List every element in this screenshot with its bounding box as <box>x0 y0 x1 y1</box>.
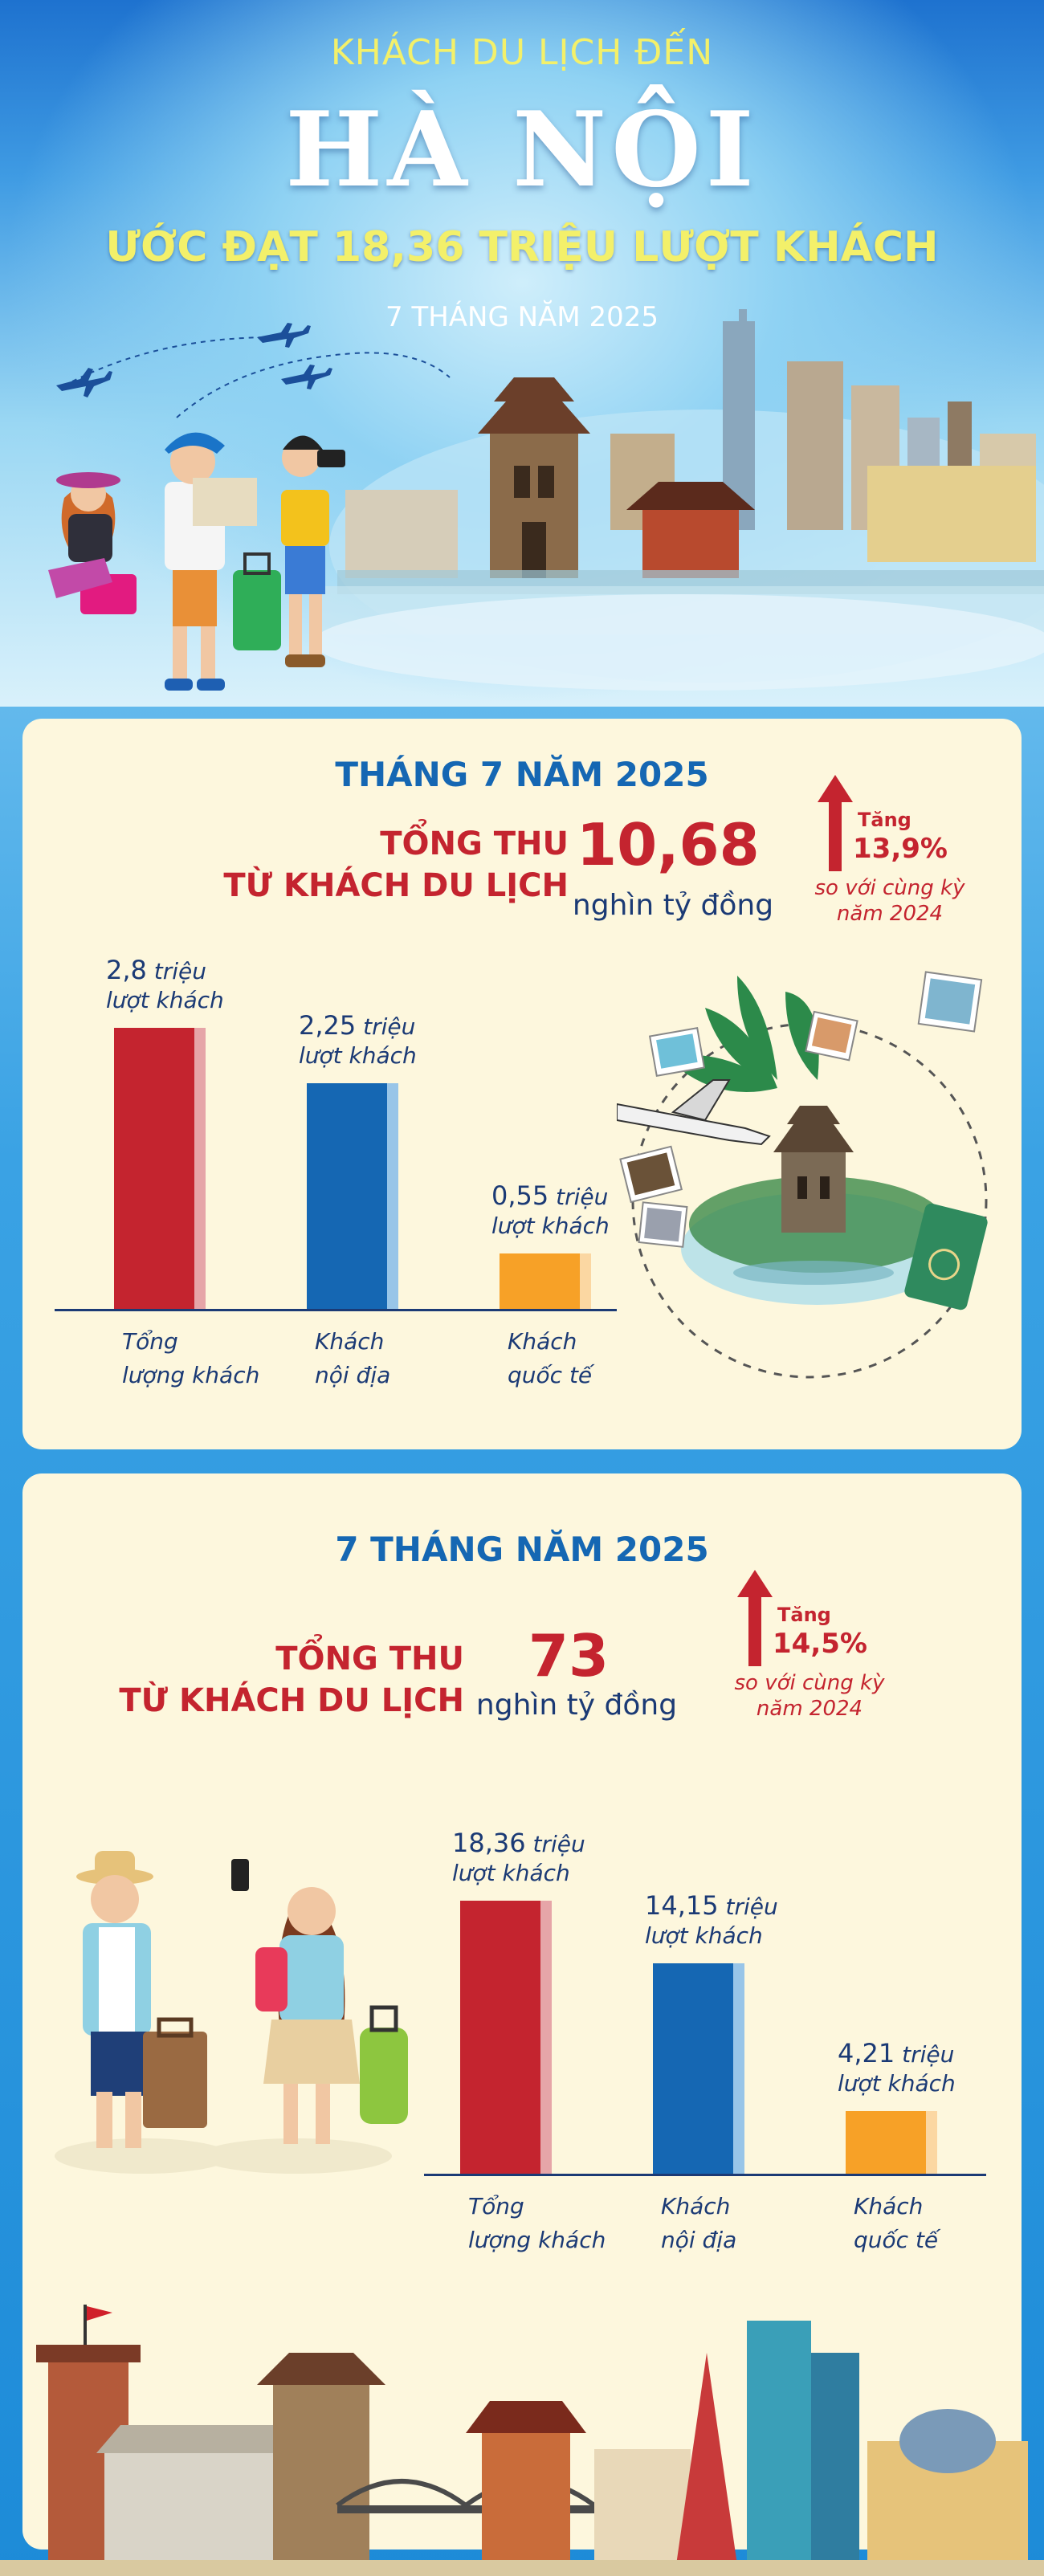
ytd-revenue-label: TỔNG THU TỪ KHÁCH DU LỊCH <box>87 1638 464 1722</box>
ytd-growth: Tăng 14,5% so với cùng kỳ năm 2024 <box>735 1570 884 1722</box>
ytd-growth-compare-line2: năm 2024 <box>756 1697 863 1721</box>
monthly-revenue-label-line2: TỪ KHÁCH DU LỊCH <box>223 867 569 904</box>
tourist-figure-icon <box>76 1851 207 2148</box>
tourist-figure-icon <box>48 432 345 691</box>
ytd-chart-value-unit-line-3: lượt khách <box>838 2070 956 2097</box>
footer-landmarks-illustration <box>0 2305 1044 2576</box>
monthly-chart-value-unit-line-1: lượt khách <box>106 987 224 1013</box>
ytd-chart-value-unit-1: triệu <box>525 1831 585 1857</box>
monthly-growth-compare-line2: năm 2024 <box>836 902 944 926</box>
up-arrow-icon <box>818 775 853 871</box>
monthly-chart-category-label-3: Khách quốc tế <box>508 1328 593 1388</box>
ytd-chart-value-unit-line-1: lượt khách <box>452 1860 570 1886</box>
monthly-chart-value-unit-1: triệu <box>146 958 207 984</box>
photo-icon <box>917 971 983 1033</box>
monthly-chart-value-unit-line-3: lượt khách <box>491 1213 610 1240</box>
hero-period: 7 THÁNG NĂM 2025 <box>385 301 659 333</box>
ytd-chart-category-label-1: Tổng lượng khách <box>468 2193 606 2253</box>
monthly-title: THÁNG 7 NĂM 2025 <box>335 755 709 794</box>
ytd-chart-value-unit-line-2: lượt khách <box>645 1922 763 1949</box>
monthly-chart-axis-baseline <box>55 1309 617 1311</box>
hero-illustration <box>48 309 1044 691</box>
ytd-chart-value-number-3: 4,21 <box>838 2038 895 2069</box>
ytd-growth-compare: so với cùng kỳ năm 2024 <box>713 1670 906 1722</box>
ytd-chart-value-unit-3: triệu <box>895 2041 955 2069</box>
ytd-chart-axis-baseline <box>424 2174 986 2176</box>
tourist-figure-icon <box>231 1859 408 2144</box>
travel-collage-illustration <box>617 971 988 1379</box>
airplane-icon <box>281 365 332 389</box>
airplane-icon <box>257 323 311 348</box>
monthly-growth: Tăng 13,9% so với cùng kỳ năm 2024 <box>815 775 964 927</box>
monthly-revenue-value: 10,68 <box>577 811 760 878</box>
monthly-chart-category-label-2: Khách nội địa <box>315 1328 391 1388</box>
ytd-chart-value-label-2: 14,15 triệu lượt khách <box>645 1891 778 1950</box>
hero-banner: KHÁCH DU LỊCH ĐẾN HÀ NỘI ƯỚC ĐẠT 18,36 T… <box>0 0 1044 707</box>
monthly-chart-value-unit-3: triệu <box>549 1184 609 1211</box>
phone-icon <box>231 1859 249 1891</box>
ytd-revenue-label-line1: TỔNG THU <box>275 1641 464 1677</box>
hero-title: HÀ NỘI <box>285 90 759 210</box>
ytd-chart-category-label-2: Khách nội địa <box>661 2193 737 2253</box>
monthly-revenue-unit: nghìn tỷ đồng <box>572 889 774 922</box>
ytd-revenue-unit: nghìn tỷ đồng <box>475 1689 678 1722</box>
hero-kicker: KHÁCH DU LỊCH ĐẾN <box>330 32 714 73</box>
photo-icon <box>619 1145 688 1248</box>
monthly-chart-bar-2 <box>307 1082 398 1309</box>
airplane-icon <box>617 1079 771 1146</box>
monthly-growth-word: Tăng <box>858 809 911 831</box>
pagoda-icon <box>478 377 755 578</box>
ytd-title: 7 THÁNG NĂM 2025 <box>335 1530 709 1569</box>
monthly-revenue-label-line1: TỔNG THU <box>380 825 569 862</box>
airplane-icon <box>56 368 112 397</box>
monthly-chart-value-label-2: 2,25 triệu lượt khách <box>299 1011 417 1070</box>
ytd-revenue-value: 73 <box>528 1622 610 1689</box>
ytd-chart-value-number-2: 14,15 <box>645 1889 719 1921</box>
photo-icon <box>805 1010 858 1062</box>
monthly-card: THÁNG 7 NĂM 2025 TỔNG THU TỪ KHÁCH DU LỊ… <box>22 719 1022 1449</box>
ytd-chart-value-number-1: 18,36 <box>452 1828 526 1858</box>
ytd-chart-category-label-3: Khách quốc tế <box>854 2193 939 2253</box>
ytd-revenue-label-line2: TỪ KHÁCH DU LỊCH <box>119 1682 464 1719</box>
tourists-illustration <box>55 1851 408 2174</box>
ytd-chart-bar-1 <box>460 1901 552 2174</box>
ytd-chart-value-label-1: 18,36 triệu lượt khách <box>452 1828 585 1888</box>
monthly-chart-value-unit-line-2: lượt khách <box>299 1041 417 1069</box>
hero-subtitle: ƯỚC ĐẠT 18,36 TRIỆU LƯỢT KHÁCH <box>105 223 939 271</box>
monthly-growth-compare: so với cùng kỳ năm 2024 <box>793 875 986 927</box>
ytd-growth-value: 14,5% <box>773 1628 867 1660</box>
ytd-growth-word: Tăng <box>777 1604 831 1626</box>
monthly-growth-compare-line1: so với cùng kỳ <box>814 876 965 900</box>
monthly-revenue-label: TỔNG THU TỪ KHÁCH DU LỊCH <box>199 823 569 907</box>
monthly-chart-value-number-1: 2,8 <box>106 955 147 985</box>
monthly-chart-bar-3 <box>500 1253 591 1309</box>
passport-icon <box>904 1203 988 1310</box>
monthly-chart-value-unit-2: triệu <box>356 1013 416 1040</box>
ytd-chart-value-unit-2: triệu <box>718 1893 778 1920</box>
ytd-chart-bar-3 <box>846 2111 937 2174</box>
ytd-chart-bar-2 <box>653 1963 744 2174</box>
up-arrow-icon <box>737 1570 773 1666</box>
monthly-chart-value-label-3: 0,55 triệu lượt khách <box>491 1181 610 1241</box>
photo-icon <box>648 1027 706 1077</box>
ytd-chart-value-label-3: 4,21 triệu lượt khách <box>838 2039 956 2098</box>
monthly-chart-value-number-2: 2,25 <box>299 1009 357 1041</box>
monthly-chart-bar-1 <box>114 1028 206 1309</box>
monthly-chart-value-label-1: 2,8 triệu lượt khách <box>106 956 224 1015</box>
monthly-chart-value-number-3: 0,55 <box>491 1180 549 1212</box>
monthly-growth-value: 13,9% <box>853 833 948 865</box>
ytd-growth-compare-line1: so với cùng kỳ <box>734 1671 885 1695</box>
pagoda-icon <box>773 1106 854 1233</box>
monthly-chart-category-label-1: Tổng lượng khách <box>122 1328 260 1388</box>
